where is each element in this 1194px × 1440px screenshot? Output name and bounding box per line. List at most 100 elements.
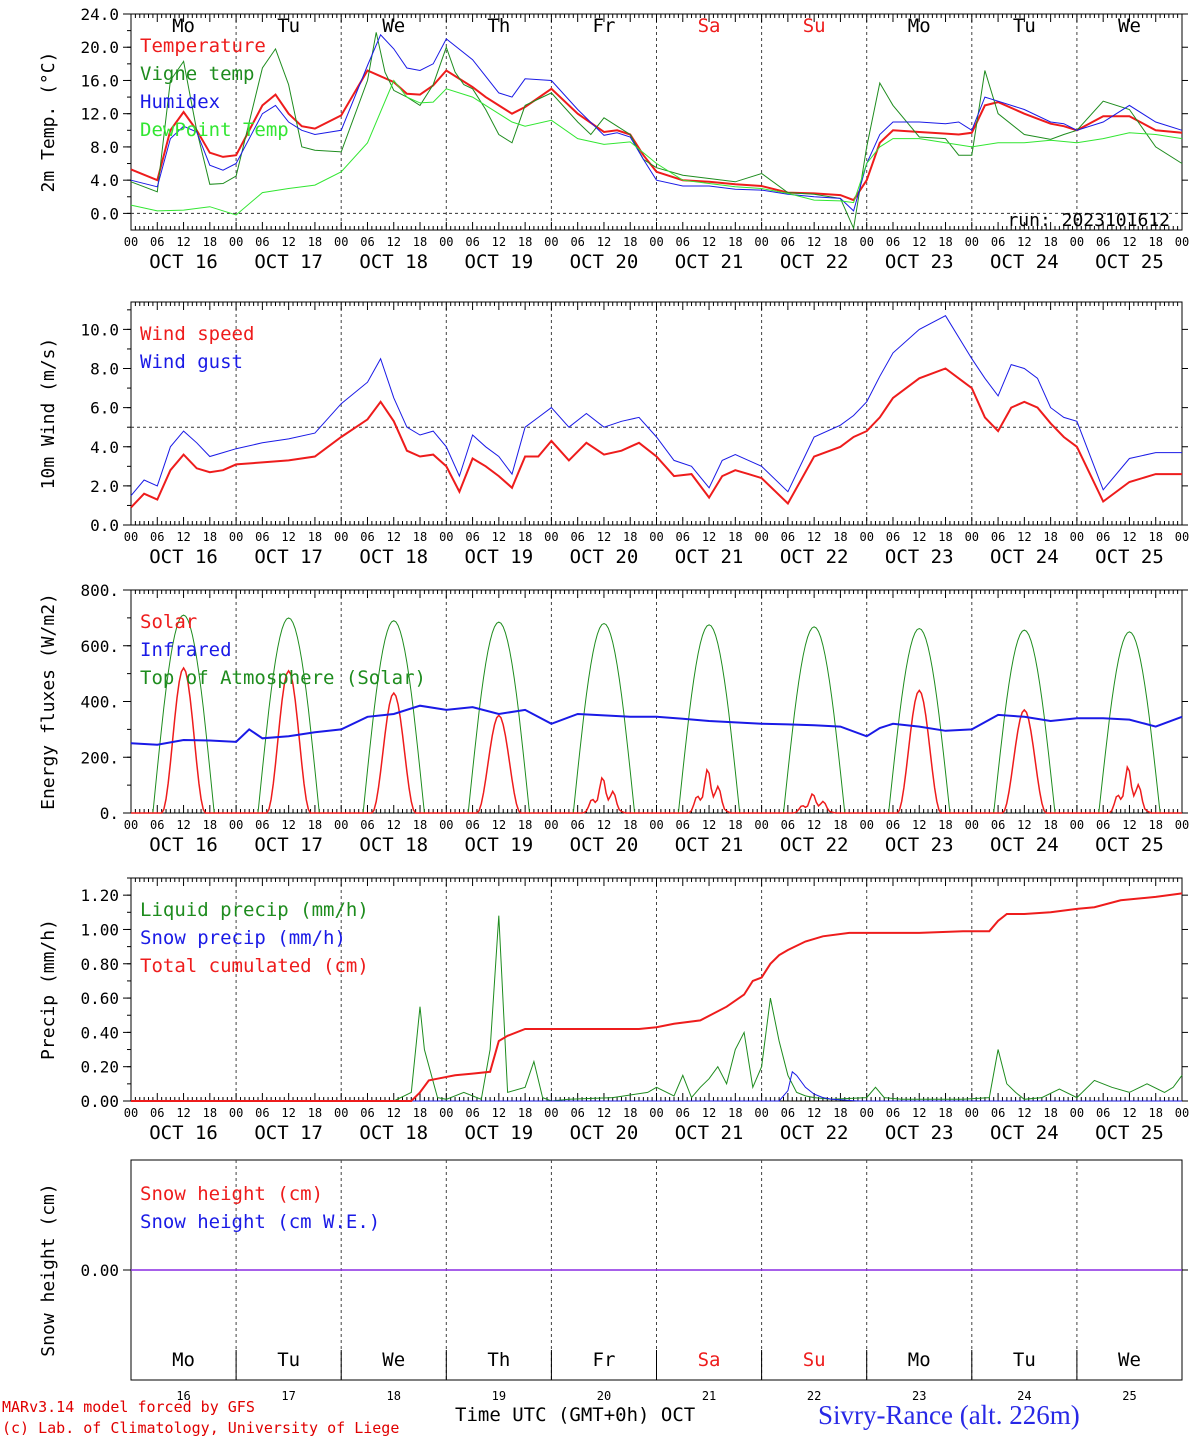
hour-tick-label: 00 [754, 1106, 768, 1120]
date-label: OCT 22 [780, 251, 849, 273]
legend-entry: DewPoint Temp [140, 119, 289, 141]
precip-y-axis-label: Precip (mm/h) [38, 919, 59, 1060]
x-axis-label: Time UTC (GMT+0h) OCT [455, 1404, 696, 1426]
day-number-label: 24 [1017, 1389, 1031, 1403]
hour-tick-label: 00 [1175, 818, 1189, 832]
hour-tick-label: 00 [439, 530, 453, 544]
precip-y-tick-label: 1.00 [80, 920, 119, 939]
hour-tick-label: 18 [1043, 235, 1057, 249]
temperature-y-tick-label: 24.0 [80, 5, 119, 24]
hour-tick-label: 18 [203, 235, 217, 249]
hour-tick-label: 18 [938, 1106, 952, 1120]
hour-tick-label: 18 [518, 1106, 532, 1120]
hour-tick-label: 06 [886, 530, 900, 544]
hour-tick-label: 00 [124, 1106, 138, 1120]
legend-entry: Wind speed [140, 323, 254, 345]
hour-tick-label: 18 [413, 1106, 427, 1120]
date-label: OCT 18 [359, 546, 428, 568]
series-temperature-0 [130, 69, 1183, 202]
weekday-label: We [1118, 1349, 1141, 1371]
hour-tick-label: 12 [912, 1106, 926, 1120]
hour-tick-label: 06 [150, 530, 164, 544]
hour-tick-label: 06 [465, 818, 479, 832]
hour-tick-label: 06 [1096, 1106, 1110, 1120]
date-label: OCT 20 [570, 546, 639, 568]
snow-y-tick-label: 0.00 [80, 1261, 119, 1280]
legend-entry: Snow height (cm) [140, 1183, 323, 1205]
hour-tick-label: 12 [702, 235, 716, 249]
hour-tick-label: 00 [965, 530, 979, 544]
hour-tick-label: 12 [176, 235, 190, 249]
hour-tick-label: 18 [308, 818, 322, 832]
weekday-label: Tu [277, 1349, 300, 1371]
date-label: OCT 24 [990, 1122, 1059, 1144]
hour-tick-label: 12 [807, 235, 821, 249]
hour-tick-label: 18 [833, 235, 847, 249]
hour-tick-label: 18 [833, 818, 847, 832]
hour-tick-label: 00 [1070, 1106, 1084, 1120]
hour-tick-label: 18 [623, 530, 637, 544]
hour-tick-label: 06 [360, 530, 374, 544]
hour-tick-label: 12 [912, 235, 926, 249]
date-label: OCT 20 [570, 1122, 639, 1144]
hour-tick-label: 00 [544, 1106, 558, 1120]
legend-entry: Wind gust [140, 351, 243, 373]
hour-tick-label: 18 [308, 1106, 322, 1120]
weekday-label: Fr [593, 15, 616, 37]
hour-tick-label: 00 [124, 818, 138, 832]
hour-tick-label: 06 [150, 1106, 164, 1120]
date-label: OCT 24 [990, 546, 1059, 568]
weekday-label: Sa [698, 1349, 721, 1371]
day-number-label: 22 [807, 1389, 821, 1403]
hour-tick-label: 12 [281, 235, 295, 249]
wind-y-tick-label: 2.0 [90, 477, 119, 496]
hour-tick-label: 06 [676, 235, 690, 249]
weekday-label: We [382, 1349, 405, 1371]
hour-tick-label: 18 [728, 530, 742, 544]
hour-tick-label: 18 [1043, 1106, 1057, 1120]
hour-tick-label: 00 [1070, 235, 1084, 249]
date-label: OCT 23 [885, 546, 954, 568]
hour-tick-label: 00 [229, 530, 243, 544]
date-label: OCT 19 [465, 546, 534, 568]
hour-tick-label: 00 [334, 818, 348, 832]
hour-tick-label: 18 [728, 818, 742, 832]
hour-tick-label: 12 [807, 1106, 821, 1120]
series-precip-1 [131, 1070, 1182, 1102]
hour-tick-label: 18 [833, 1106, 847, 1120]
date-label: OCT 25 [1095, 1122, 1164, 1144]
temperature-y-tick-label: 4.0 [90, 171, 119, 190]
hour-tick-label: 18 [1148, 530, 1162, 544]
hour-tick-label: 00 [544, 530, 558, 544]
hour-tick-label: 12 [387, 530, 401, 544]
weekday-label: Mo [172, 1349, 195, 1371]
legend-entry: Top of Atmosphere (Solar) [140, 667, 426, 689]
hour-tick-label: 12 [1017, 1106, 1031, 1120]
temperature-y-tick-label: 16.0 [80, 71, 119, 90]
hour-tick-label: 00 [859, 530, 873, 544]
hour-tick-label: 18 [413, 818, 427, 832]
energy-y-tick-label: 800. [80, 581, 119, 600]
date-label: OCT 25 [1095, 251, 1164, 273]
hour-tick-label: 00 [1070, 818, 1084, 832]
hour-tick-label: 12 [281, 1106, 295, 1120]
legend-entry: Snow precip (mm/h) [140, 927, 346, 949]
hour-tick-label: 18 [308, 530, 322, 544]
weekday-label: We [382, 15, 405, 37]
hour-tick-label: 00 [1175, 530, 1189, 544]
date-label: OCT 16 [149, 546, 218, 568]
hour-tick-label: 12 [492, 235, 506, 249]
day-number-label: 23 [912, 1389, 926, 1403]
series-wind-1 [130, 315, 1182, 497]
series-infrared [130, 704, 1183, 746]
hour-tick-label: 06 [255, 530, 269, 544]
hour-tick-label: 06 [465, 235, 479, 249]
hour-tick-label: 12 [492, 1106, 506, 1120]
hour-tick-label: 06 [781, 235, 795, 249]
temperature-y-tick-label: 20.0 [80, 38, 119, 57]
hour-tick-label: 18 [1148, 235, 1162, 249]
hour-tick-label: 06 [991, 235, 1005, 249]
precip-y-tick-label: 0.20 [80, 1058, 119, 1077]
energy-y-tick-label: 400. [80, 693, 119, 712]
hour-tick-label: 00 [965, 1106, 979, 1120]
